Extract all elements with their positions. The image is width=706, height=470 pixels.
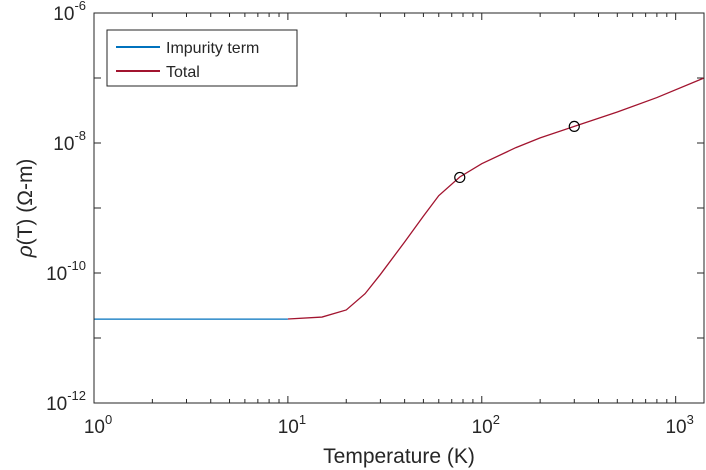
data-marker-circle <box>568 120 580 133</box>
y-tick-label-base: 10 <box>46 264 67 285</box>
y-tick-label: 10-8 <box>53 128 86 155</box>
series-line-total <box>287 77 705 320</box>
x-tick-label-exponent: 1 <box>299 412 306 427</box>
y-tick-label-exponent: -6 <box>74 0 86 13</box>
y-tick-label-exponent: -8 <box>74 128 86 143</box>
y-axis-label-rest: (T) (Ω-m) <box>14 159 37 246</box>
y-axis-label: ρ(T) (Ω-m) <box>14 159 37 259</box>
y-tick-label: 10-6 <box>53 0 86 25</box>
tick-marks <box>93 12 704 404</box>
legend-label-impurity: Impurity term <box>166 40 259 57</box>
y-tick-label-base: 10 <box>46 394 67 415</box>
y-axis-label-symbol: ρ <box>14 245 37 258</box>
x-tick-label: 103 <box>665 412 693 438</box>
y-tick-label: 10-10 <box>46 258 86 285</box>
x-tick-label-base: 10 <box>472 417 493 438</box>
legend-box <box>106 29 298 87</box>
marker-layer <box>454 120 580 184</box>
x-tick-label-exponent: 2 <box>493 412 500 427</box>
y-tick-label-base: 10 <box>53 4 74 25</box>
x-tick-label-exponent: 3 <box>687 412 694 427</box>
legend-label-total: Total <box>166 64 200 81</box>
legend: Impurity term Total <box>106 29 298 87</box>
series-layer <box>94 77 705 320</box>
y-tick-label-exponent: -10 <box>67 258 86 273</box>
y-tick-label-exponent: -12 <box>67 388 86 403</box>
x-tick-label-base: 10 <box>84 417 105 438</box>
x-tick-label: 100 <box>84 412 112 438</box>
x-tick-label-exponent: 0 <box>105 412 112 427</box>
data-marker-circle <box>454 171 466 184</box>
x-axis-label: Temperature (K) <box>323 445 475 468</box>
x-tick-label-base: 10 <box>278 417 299 438</box>
y-tick-label: 10-12 <box>46 388 86 415</box>
plot-area-frame <box>93 12 705 404</box>
y-tick-label-base: 10 <box>53 134 74 155</box>
x-tick-label: 101 <box>278 412 306 438</box>
x-tick-label-base: 10 <box>665 417 686 438</box>
x-tick-label: 102 <box>472 412 500 438</box>
